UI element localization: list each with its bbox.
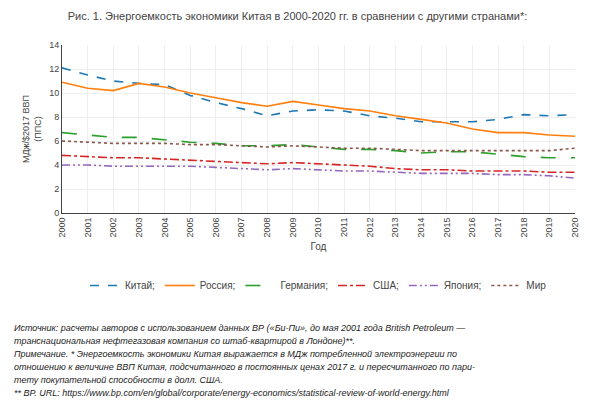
svg-text:транснациональная нефтегазовая: транснациональная нефтегазовая компания … [14,336,355,346]
svg-text:2020: 2020 [570,218,580,238]
svg-text:Мир: Мир [526,280,546,291]
svg-text:2003: 2003 [134,218,144,238]
svg-text:2007: 2007 [236,218,246,238]
svg-text:2008: 2008 [262,218,272,238]
svg-text:2018: 2018 [519,218,529,238]
svg-text:США;: США; [373,280,399,291]
svg-text:2015: 2015 [442,218,452,238]
svg-text:Германия;: Германия; [280,280,328,291]
svg-text:2005: 2005 [185,218,195,238]
svg-text:2002: 2002 [108,218,118,238]
svg-text:10: 10 [49,88,59,98]
svg-text:Примечание. * Энергоемкость эк: Примечание. * Энергоемкость экономики Ки… [14,349,457,359]
svg-text:2009: 2009 [288,218,298,238]
svg-text:2012: 2012 [365,218,375,238]
svg-text:2004: 2004 [160,218,170,238]
svg-text:14: 14 [49,40,59,50]
svg-text:2: 2 [54,184,59,194]
svg-text:отношению к величине ВВП Китая: отношению к величине ВВП Китая, подсчита… [14,362,475,372]
svg-text:Рис. 1. Энергоемкость экономик: Рис. 1. Энергоемкость экономики Китая в … [68,10,528,22]
svg-text:Год: Год [311,241,327,252]
svg-text:2014: 2014 [416,218,426,238]
svg-text:МДж/$2017 ВВП(ППС): МДж/$2017 ВВП(ППС) [21,95,43,163]
svg-text:0: 0 [54,208,59,218]
svg-text:2017: 2017 [493,218,503,238]
svg-text:Китай;: Китай; [125,280,155,291]
svg-text:тету покупательной способности: тету покупательной способности в долл. С… [14,375,223,385]
svg-text:4: 4 [54,160,59,170]
svg-text:2006: 2006 [211,218,221,238]
svg-text:2000: 2000 [57,218,67,238]
svg-text:2001: 2001 [83,218,93,238]
svg-text:2011: 2011 [339,218,349,237]
svg-text:12: 12 [49,64,59,74]
svg-text:8: 8 [54,112,59,122]
svg-text:Источник: расчеты авторов с ис: Источник: расчеты авторов с использовани… [14,323,466,333]
svg-text:2010: 2010 [313,218,323,238]
svg-text:Япония;: Япония; [444,280,482,291]
svg-text:** BP. URL: https://www.bp.com: ** BP. URL: https://www.bp.com/en/global… [14,388,450,398]
svg-text:2016: 2016 [467,218,477,238]
svg-text:2019: 2019 [544,218,554,238]
svg-text:2013: 2013 [390,218,400,238]
svg-text:6: 6 [54,136,59,146]
svg-text:Россия;: Россия; [200,280,236,291]
